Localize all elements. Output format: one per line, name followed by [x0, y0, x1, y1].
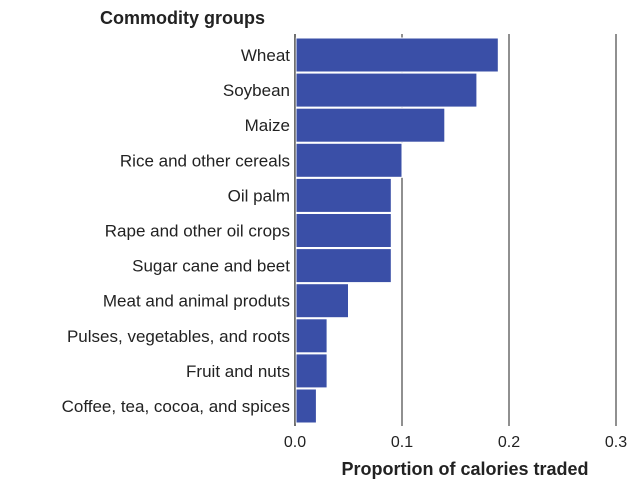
bar-7 [295, 283, 349, 319]
category-label-0: Wheat [241, 46, 290, 65]
category-labels: Wheat Soybean Maize Rice and other cereals O… [62, 46, 291, 416]
category-label-1: Soybean [223, 81, 290, 100]
bars [295, 37, 499, 424]
bar-1 [295, 72, 478, 108]
bar-4 [295, 177, 392, 213]
category-label-7: Meat and animal produts [103, 292, 290, 311]
bar-5 [295, 213, 392, 248]
x-tick-label-2: 0.2 [498, 434, 520, 451]
x-tick-label-0: 0.0 [284, 434, 306, 451]
category-label-2: Maize [245, 116, 290, 135]
category-label-10: Coffee, tea, cocoa, and spices [62, 397, 290, 416]
x-ticks: 0.0 0.1 0.2 0.3 [284, 434, 627, 451]
bar-3 [295, 142, 403, 178]
category-label-3: Rice and other cereals [120, 151, 290, 170]
chart-title: Commodity groups [100, 8, 265, 28]
category-label-9: Fruit and nuts [186, 362, 290, 381]
category-label-4: Oil palm [228, 186, 290, 205]
bar-0 [295, 37, 499, 73]
x-tick-label-1: 0.1 [391, 434, 413, 451]
x-axis-title: Proportion of calories traded [341, 459, 588, 479]
bar-2 [295, 107, 446, 143]
bar-6 [295, 248, 392, 284]
bar-8 [295, 318, 328, 354]
category-label-5: Rape and other oil crops [105, 222, 290, 241]
bar-10 [295, 388, 317, 424]
category-label-8: Pulses, vegetables, and roots [67, 327, 290, 346]
bar-9 [295, 353, 328, 389]
x-tick-label-3: 0.3 [605, 434, 627, 451]
category-label-6: Sugar cane and beet [132, 257, 290, 276]
